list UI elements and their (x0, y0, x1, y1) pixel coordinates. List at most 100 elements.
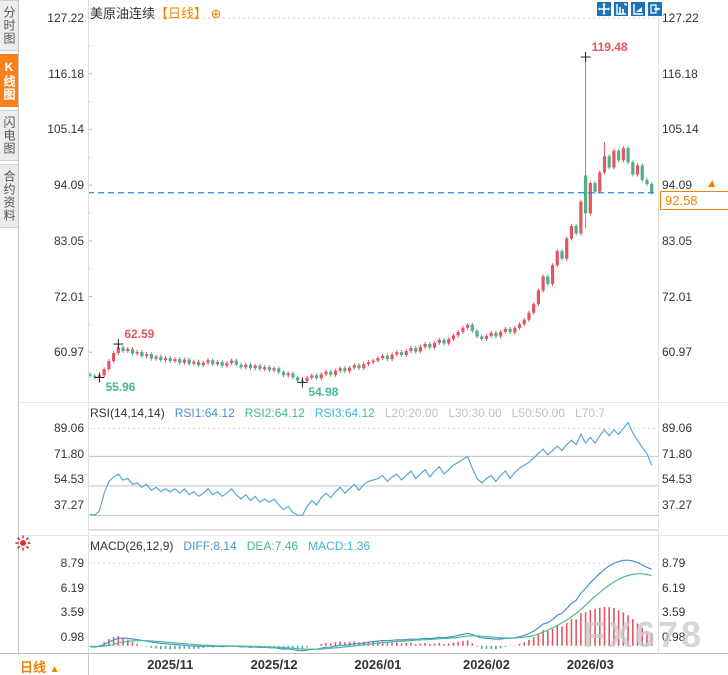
candle-body (489, 332, 493, 336)
candle-body (395, 352, 399, 355)
exit-right-icon[interactable] (648, 2, 662, 16)
candle-body (102, 369, 106, 376)
y-axis-tick-label: 72.01 (662, 289, 693, 304)
y-axis-tick-label: 127.22 (47, 10, 84, 25)
candle-body (248, 364, 253, 369)
macd-header: MACD(26,12,9) DIFF:8.14 DEA:7.46 MACD:1.36 (90, 539, 380, 553)
candle-body (532, 304, 536, 313)
price-annotation: 54.98 (308, 385, 339, 400)
price-up-arrow-icon: ▲ (705, 176, 719, 190)
alert-sun-icon[interactable] (14, 534, 32, 552)
candle-body (324, 371, 328, 375)
price-annotation: 62.59 (124, 327, 155, 342)
macd-panel-separator (19, 535, 728, 536)
candle-body (621, 148, 625, 161)
candle-body (272, 368, 276, 371)
price-annotation: 119.48 (591, 40, 628, 55)
candle-body (602, 156, 607, 173)
y-axis-tick-label: 54.53 (662, 472, 693, 487)
period-selector[interactable]: 日线 ▲ (20, 657, 60, 675)
candle-body (480, 336, 484, 339)
y-axis-tick-label: 83.05 (53, 233, 84, 248)
bottom-bar-divider (88, 654, 89, 675)
y-axis-tick-label: 37.27 (662, 497, 693, 512)
sidebar-tab-item[interactable]: 闪电图 (0, 110, 18, 161)
candle-body (296, 377, 300, 381)
candle-body (418, 347, 422, 352)
candle-body (362, 364, 366, 369)
y-axis-tick-label: 6.19 (662, 580, 686, 595)
indicator-value: L20:20.00 (384, 406, 439, 420)
candle-body (499, 331, 503, 337)
candle-body (239, 364, 243, 368)
candle-body (626, 148, 630, 163)
candle-body (466, 324, 470, 328)
candle-body (225, 363, 229, 366)
candle-body (447, 338, 451, 344)
candle-body (503, 328, 507, 332)
add-indicator-icon[interactable]: ⊕ (210, 6, 222, 21)
x-axis-month-label: 2026/01 (354, 657, 402, 672)
candle-body (428, 343, 432, 348)
sidebar-tab-active[interactable]: K线图 (0, 54, 18, 107)
chart-title: 美原油连续【日线】 ⊕ (90, 3, 222, 22)
indicator-value: L50:50.00 (511, 406, 566, 420)
rsi-line (89, 421, 653, 516)
candle-body (135, 352, 139, 354)
candle-body (546, 276, 550, 284)
y-axis-tick-label: 6.19 (60, 580, 84, 595)
candle-body (456, 331, 460, 336)
y-axis-tick-label: 8.79 (662, 556, 686, 571)
candle-body (343, 368, 347, 372)
candle-body (314, 375, 319, 379)
candle-body (116, 347, 120, 354)
candle-body (348, 367, 352, 372)
y-axis-tick-label: 0.98 (60, 629, 84, 644)
candle-body (305, 377, 309, 381)
sidebar-tab-item[interactable]: 分时图 (0, 0, 18, 51)
rsi-panel-separator (19, 402, 728, 403)
indicator-value: DIFF:8.14 (183, 539, 237, 553)
period-badge: 【日线】 (155, 6, 208, 21)
y-axis-tick-label: 54.53 (53, 472, 84, 487)
x-axis-month-label: 2026/02 (462, 657, 510, 672)
left-axis-border (88, 0, 89, 653)
indicator-value: DEA:7.46 (246, 539, 299, 553)
y-axis-tick-label: 116.18 (48, 66, 84, 81)
pan-icon[interactable] (597, 2, 611, 16)
indicator-value: MACD:1.36 (308, 539, 371, 553)
candle-body (112, 353, 116, 362)
candle-body (149, 354, 153, 359)
sidebar-tab-item[interactable]: 合约资料 (0, 164, 18, 228)
candle-body (565, 238, 569, 259)
axis-measure-icon[interactable] (614, 2, 628, 16)
candle-body (640, 165, 644, 181)
candle-body (437, 339, 441, 343)
candle-body (536, 290, 540, 305)
indicator-value: RSI3:64.12 (314, 406, 375, 420)
candle-body (569, 225, 574, 239)
sidebar: 分时图 K线图闪电图合约资料 (0, 0, 19, 653)
candle-body (579, 201, 583, 234)
rsi-header: RSI(14,14,14) RSI1:64.12 RSI2:64.12 RSI3:64… (90, 406, 615, 420)
y-axis-tick-label: 105.14 (47, 122, 84, 137)
candle-body (617, 150, 621, 161)
candle-body (178, 359, 182, 363)
axis-flag-icon[interactable] (631, 2, 645, 16)
current-price-box: 92.58 (660, 190, 728, 210)
candle-body (88, 374, 92, 376)
candle-body (145, 354, 149, 357)
indicator-value: L30:30.00 (448, 406, 502, 420)
candle-body (475, 330, 479, 337)
indicator-value: RSI1:64.12 (174, 406, 235, 420)
x-axis-month-label: 2026/03 (566, 657, 614, 672)
macd-diff-line (89, 559, 652, 652)
indicator-value: RSI2:64.12 (244, 406, 305, 420)
candle-body (432, 342, 437, 348)
macd-dea-line (89, 573, 652, 650)
candle-body (211, 360, 215, 365)
chart-toolbar (597, 2, 662, 16)
candle-body (329, 371, 333, 375)
